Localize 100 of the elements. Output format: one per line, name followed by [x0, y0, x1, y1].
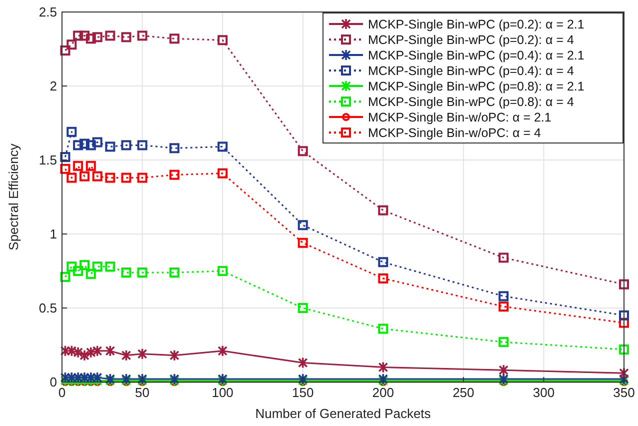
- legend-label: MCKP-Single Bin-wPC (p=0.4): α = 2.1: [368, 48, 584, 62]
- legend-label: MCKP-Single Bin-wPC (p=0.8): α = 2.1: [368, 80, 584, 94]
- point: [378, 324, 388, 334]
- y-tick-label: 1.5: [38, 152, 57, 168]
- point: [218, 266, 228, 276]
- point: [92, 171, 102, 182]
- point: [86, 268, 96, 279]
- x-tick-label: 250: [452, 385, 474, 400]
- point: [218, 345, 228, 357]
- legend-label: MCKP-Single Bin-wPC (p=0.2): α = 4: [368, 33, 574, 47]
- legend-label: MCKP-Single Bin-wPC (p=0.4): α = 4: [368, 64, 574, 78]
- point: [169, 143, 180, 154]
- point: [619, 310, 629, 320]
- point: [60, 45, 70, 56]
- point: [137, 267, 148, 278]
- y-tick-label: 2.5: [38, 4, 57, 20]
- point: [121, 349, 132, 362]
- point: [137, 172, 148, 183]
- point: [378, 361, 388, 374]
- point: [121, 140, 132, 150]
- point: [298, 238, 308, 248]
- point: [80, 349, 90, 362]
- point: [121, 32, 132, 42]
- point: [298, 220, 308, 230]
- point: [498, 337, 509, 348]
- point: [619, 344, 629, 354]
- x-tick-label: 200: [372, 385, 394, 400]
- x-tick-label: 50: [135, 385, 150, 400]
- point: [105, 262, 116, 272]
- point: [79, 171, 90, 182]
- legend-label: MCKP-Single Bin-wPC (p=0.8): α = 4: [368, 95, 574, 109]
- point: [92, 262, 102, 272]
- point: [92, 32, 102, 42]
- legend-label: MCKP-Single Bin-w/oPC: α = 4: [368, 126, 541, 140]
- point: [60, 372, 70, 384]
- y-tick-label: 0: [50, 374, 57, 390]
- point: [137, 348, 148, 360]
- point: [298, 356, 308, 369]
- point: [92, 374, 102, 386]
- point: [86, 34, 96, 44]
- point: [137, 140, 148, 150]
- point: [498, 302, 509, 312]
- point: [121, 172, 132, 183]
- point: [169, 267, 180, 278]
- point: [66, 126, 77, 137]
- point: [60, 152, 70, 162]
- point: [105, 30, 116, 41]
- point: [66, 345, 77, 357]
- point: [378, 257, 388, 268]
- point: [169, 34, 180, 44]
- point: [86, 346, 96, 358]
- point: [619, 279, 629, 290]
- point: [73, 346, 83, 358]
- point: [298, 303, 308, 313]
- point: [619, 367, 629, 380]
- point: [79, 260, 90, 270]
- point: [60, 272, 70, 282]
- point: [92, 137, 102, 148]
- point: [498, 252, 509, 263]
- point: [378, 273, 388, 284]
- x-tick-label: 300: [532, 385, 555, 400]
- point: [73, 30, 84, 41]
- y-axis-title: Spectral Efficiency: [6, 143, 21, 250]
- point: [66, 262, 77, 272]
- x-axis-title: Number of Generated Packets: [255, 406, 432, 421]
- y-tick-label: 0.5: [38, 300, 57, 316]
- y-tick-label: 1: [50, 226, 57, 242]
- x-tick-label: 350: [613, 385, 635, 400]
- legend-label: MCKP-Single Bin-wPC (p=0.2): α = 2.1: [368, 18, 584, 32]
- point: [298, 146, 308, 156]
- point: [79, 138, 90, 149]
- point: [92, 345, 102, 357]
- point: [66, 172, 77, 183]
- point: [73, 160, 84, 171]
- point: [79, 30, 90, 41]
- point: [137, 30, 148, 41]
- point: [73, 266, 84, 276]
- point: [121, 267, 132, 278]
- x-tick-label: 150: [292, 385, 314, 400]
- point: [170, 349, 180, 362]
- point: [60, 164, 70, 174]
- point: [86, 140, 96, 150]
- point: [169, 170, 180, 180]
- point: [498, 291, 509, 302]
- point: [378, 205, 388, 216]
- x-tick-label: 100: [212, 385, 234, 400]
- point: [60, 345, 70, 357]
- point: [86, 160, 96, 171]
- point: [105, 142, 116, 152]
- point: [619, 318, 629, 328]
- point: [218, 142, 228, 152]
- point: [66, 40, 77, 50]
- point: [218, 168, 228, 178]
- point: [498, 364, 508, 376]
- legend-label: MCKP-Single Bin-w/oPC: α = 2.1: [368, 110, 552, 124]
- point: [105, 345, 116, 357]
- y-tick-label: 2: [50, 78, 57, 94]
- point: [105, 172, 116, 183]
- point: [218, 35, 228, 46]
- point: [73, 140, 84, 150]
